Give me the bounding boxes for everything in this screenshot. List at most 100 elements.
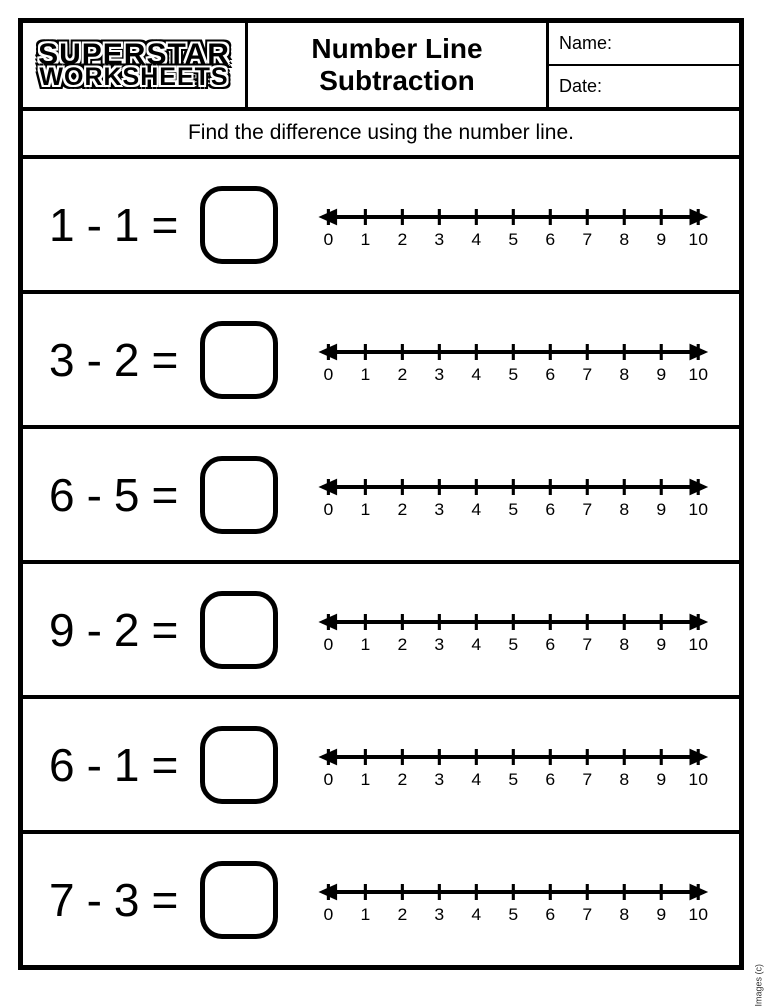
answer-box[interactable] [200,321,278,399]
svg-text:6: 6 [546,229,556,249]
svg-text:8: 8 [620,364,630,384]
svg-text:5: 5 [509,904,519,924]
logo-cell: SUPERSTAR WORKSHEETS [23,23,248,107]
equals: = [152,873,181,927]
logo-line2: WORKSHEETS [39,67,228,88]
svg-text:3: 3 [435,499,445,519]
svg-text:7: 7 [583,769,593,789]
svg-text:0: 0 [324,499,334,519]
problem-row: 6 - 5 = 012345678910 [23,429,739,564]
svg-text:9: 9 [657,904,667,924]
svg-text:1: 1 [361,499,371,519]
operator: - [87,333,104,387]
operator: - [87,738,104,792]
instructions-text: Find the difference using the number lin… [188,121,574,145]
svg-text:10: 10 [689,364,709,384]
svg-text:3: 3 [435,904,445,924]
svg-text:4: 4 [472,364,482,384]
worksheet-page: SUPERSTAR WORKSHEETS Number Line Subtrac… [18,18,744,970]
copyright: Images (c) [754,964,764,1007]
svg-text:5: 5 [509,364,519,384]
problem-row: 1 - 1 = 012345678910 [23,159,739,294]
svg-text:10: 10 [689,229,709,249]
svg-text:5: 5 [509,634,519,654]
svg-text:1: 1 [361,364,371,384]
svg-text:1: 1 [361,634,371,654]
svg-text:9: 9 [657,769,667,789]
number-line: 012345678910 [306,870,721,930]
title-cell: Number Line Subtraction [248,23,549,107]
expression: 9 - 2 = [49,591,278,669]
title-line2: Subtraction [319,65,475,97]
svg-text:3: 3 [435,769,445,789]
svg-text:3: 3 [435,634,445,654]
expression: 7 - 3 = [49,861,278,939]
svg-text:2: 2 [398,904,408,924]
answer-box[interactable] [200,726,278,804]
equals: = [152,738,181,792]
instructions-bar: Find the difference using the number lin… [23,111,739,159]
svg-text:7: 7 [583,499,593,519]
svg-text:6: 6 [546,769,556,789]
svg-text:8: 8 [620,499,630,519]
answer-box[interactable] [200,456,278,534]
problem-row: 9 - 2 = 012345678910 [23,564,739,699]
svg-text:9: 9 [657,364,667,384]
svg-text:1: 1 [361,229,371,249]
svg-text:9: 9 [657,499,667,519]
svg-text:9: 9 [657,229,667,249]
equals: = [152,198,181,252]
svg-text:7: 7 [583,634,593,654]
operand-a: 6 [49,738,77,792]
answer-box[interactable] [200,591,278,669]
logo: SUPERSTAR WORKSHEETS [38,42,230,89]
number-line: 012345678910 [306,465,721,525]
operand-b: 5 [114,468,142,522]
svg-text:10: 10 [689,769,709,789]
answer-box[interactable] [200,186,278,264]
date-label: Date: [559,76,602,97]
svg-text:7: 7 [583,229,593,249]
operand-a: 3 [49,333,77,387]
svg-text:2: 2 [398,634,408,654]
svg-text:0: 0 [324,634,334,654]
svg-text:10: 10 [689,499,709,519]
svg-text:2: 2 [398,499,408,519]
equals: = [152,333,181,387]
meta-cell: Name: Date: [549,23,739,107]
svg-text:6: 6 [546,499,556,519]
expression: 6 - 5 = [49,456,278,534]
svg-text:8: 8 [620,229,630,249]
svg-text:1: 1 [361,769,371,789]
svg-text:4: 4 [472,634,482,654]
expression: 3 - 2 = [49,321,278,399]
operator: - [87,468,104,522]
name-row: Name: [549,23,739,66]
problems-container: 1 - 1 = 012345678910 3 - 2 = 01234567891… [23,159,739,965]
svg-text:4: 4 [472,904,482,924]
svg-text:2: 2 [398,769,408,789]
problem-row: 3 - 2 = 012345678910 [23,294,739,429]
operand-a: 9 [49,603,77,657]
operand-b: 2 [114,603,142,657]
svg-text:10: 10 [689,634,709,654]
expression: 6 - 1 = [49,726,278,804]
svg-text:9: 9 [657,634,667,654]
svg-text:7: 7 [583,904,593,924]
operand-a: 6 [49,468,77,522]
svg-text:8: 8 [620,634,630,654]
operator: - [87,603,104,657]
header: SUPERSTAR WORKSHEETS Number Line Subtrac… [23,23,739,111]
equals: = [152,603,181,657]
svg-text:8: 8 [620,904,630,924]
svg-text:6: 6 [546,904,556,924]
svg-text:4: 4 [472,769,482,789]
operand-b: 1 [114,198,142,252]
svg-text:5: 5 [509,229,519,249]
answer-box[interactable] [200,861,278,939]
svg-text:4: 4 [472,499,482,519]
svg-text:4: 4 [472,229,482,249]
svg-text:5: 5 [509,769,519,789]
number-line: 012345678910 [306,330,721,390]
number-line: 012345678910 [306,195,721,255]
